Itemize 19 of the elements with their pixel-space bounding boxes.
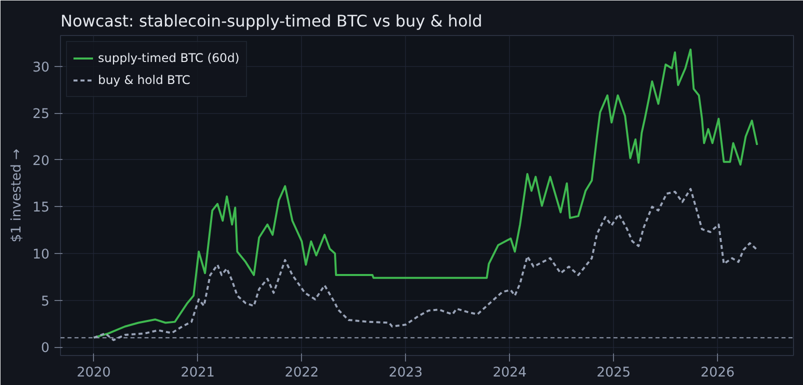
x-tick-label: 2023 bbox=[388, 366, 423, 380]
chart-title: Nowcast: stablecoin-supply-timed BTC vs buy & hold bbox=[60, 12, 482, 30]
x-tick-label: 2024 bbox=[492, 366, 527, 380]
x-tick-label: 2021 bbox=[180, 366, 215, 380]
y-tick-label: 15 bbox=[32, 200, 50, 216]
legend-label: supply-timed BTC (60d) bbox=[98, 51, 240, 65]
x-tick-label: 2020 bbox=[76, 366, 111, 380]
legend-label: buy & hold BTC bbox=[98, 73, 190, 87]
x-tick-label: 2025 bbox=[596, 366, 631, 380]
y-tick-label: 25 bbox=[32, 107, 50, 122]
y-tick-label: 5 bbox=[41, 294, 50, 310]
y-tick-label: 10 bbox=[32, 248, 50, 263]
y-tick-label: 0 bbox=[41, 341, 50, 356]
y-tick-label: 30 bbox=[32, 60, 50, 76]
x-tick-label: 2026 bbox=[700, 366, 735, 380]
line-series bbox=[92, 48, 758, 339]
x-tick-label: 2022 bbox=[284, 366, 319, 380]
y-axis-title: $1 invested → bbox=[10, 148, 25, 242]
y-tick-label: 20 bbox=[32, 154, 50, 169]
